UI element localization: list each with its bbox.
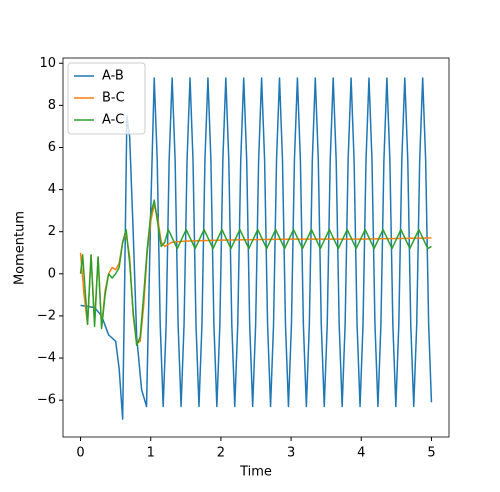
legend-label: A-B <box>102 69 124 84</box>
y-tick-label: 4 <box>48 182 56 197</box>
y-tick-label: −4 <box>37 351 56 366</box>
x-tick-label: 5 <box>427 446 435 461</box>
line-series <box>79 199 432 347</box>
y-tick-label: −2 <box>37 308 56 323</box>
plot-frame <box>62 57 450 438</box>
legend-label: B-C <box>102 91 125 106</box>
y-tick-label: 10 <box>39 56 56 71</box>
y-axis-label: Momentum <box>13 211 28 285</box>
line-series <box>80 77 433 420</box>
y-tick-label: 2 <box>48 224 56 239</box>
y-tick-label: 8 <box>48 98 56 113</box>
x-tick-label: 1 <box>147 446 155 461</box>
x-tick-label: 0 <box>76 446 84 461</box>
x-axis-label: Time <box>239 465 272 480</box>
x-tick-label: 4 <box>357 446 365 461</box>
y-tick-label: −6 <box>37 393 56 408</box>
legend-label: A-C <box>102 113 124 128</box>
y-tick-label: 6 <box>48 140 56 155</box>
legend-box <box>67 62 146 135</box>
y-tick-label: 0 <box>48 266 56 281</box>
x-tick-label: 3 <box>287 446 295 461</box>
x-tick-label: 2 <box>217 446 225 461</box>
